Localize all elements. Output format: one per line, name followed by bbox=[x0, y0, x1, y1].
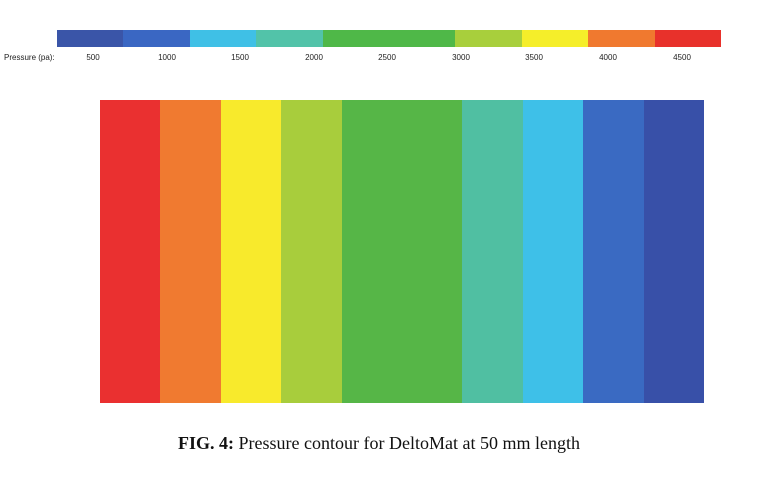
contour-band-teal bbox=[462, 100, 523, 403]
figure-caption: FIG. 4: Pressure contour for DeltoMat at… bbox=[0, 433, 758, 454]
figure-number: FIG. 4: bbox=[178, 433, 235, 453]
legend-segment-8 bbox=[521, 30, 589, 47]
contour-band-green bbox=[341, 100, 463, 403]
legend-segment-4 bbox=[256, 30, 323, 47]
legend-tick-2500: 2500 bbox=[378, 53, 396, 62]
contour-band-yellow bbox=[220, 100, 282, 403]
legend-tick-1000: 1000 bbox=[158, 53, 176, 62]
legend-tick-4500: 4500 bbox=[673, 53, 691, 62]
legend-segment-10 bbox=[654, 30, 722, 47]
contour-band-cyan bbox=[522, 100, 584, 403]
legend-segment-3 bbox=[189, 30, 257, 47]
legend-segment-2 bbox=[123, 30, 190, 47]
legend-tick-4000: 4000 bbox=[599, 53, 617, 62]
legend-title: Pressure (pa): bbox=[4, 53, 55, 62]
pressure-contour-plot bbox=[100, 100, 705, 403]
contour-band-orange bbox=[160, 100, 221, 403]
legend-tick-3500: 3500 bbox=[525, 53, 543, 62]
legend-tick-500: 500 bbox=[86, 53, 100, 62]
contour-band-yellow-green bbox=[281, 100, 342, 403]
legend-tick-1500: 1500 bbox=[231, 53, 249, 62]
legend-tick-2000: 2000 bbox=[305, 53, 323, 62]
legend-segment-5 bbox=[322, 30, 390, 47]
legend-tick-labels: 500 1000 1500 2000 2500 3000 3500 4000 4500 bbox=[0, 53, 758, 65]
legend-tick-3000: 3000 bbox=[452, 53, 470, 62]
contour-band-dark-blue bbox=[643, 100, 705, 403]
legend-segment-7 bbox=[455, 30, 522, 47]
contour-band-blue bbox=[583, 100, 644, 403]
legend-segment-1 bbox=[57, 30, 124, 47]
figure-caption-text: Pressure contour for DeltoMat at 50 mm l… bbox=[238, 433, 580, 453]
pressure-color-legend bbox=[57, 30, 722, 47]
legend-segment-6 bbox=[389, 30, 456, 47]
legend-segment-9 bbox=[588, 30, 655, 47]
contour-band-red bbox=[100, 100, 161, 403]
